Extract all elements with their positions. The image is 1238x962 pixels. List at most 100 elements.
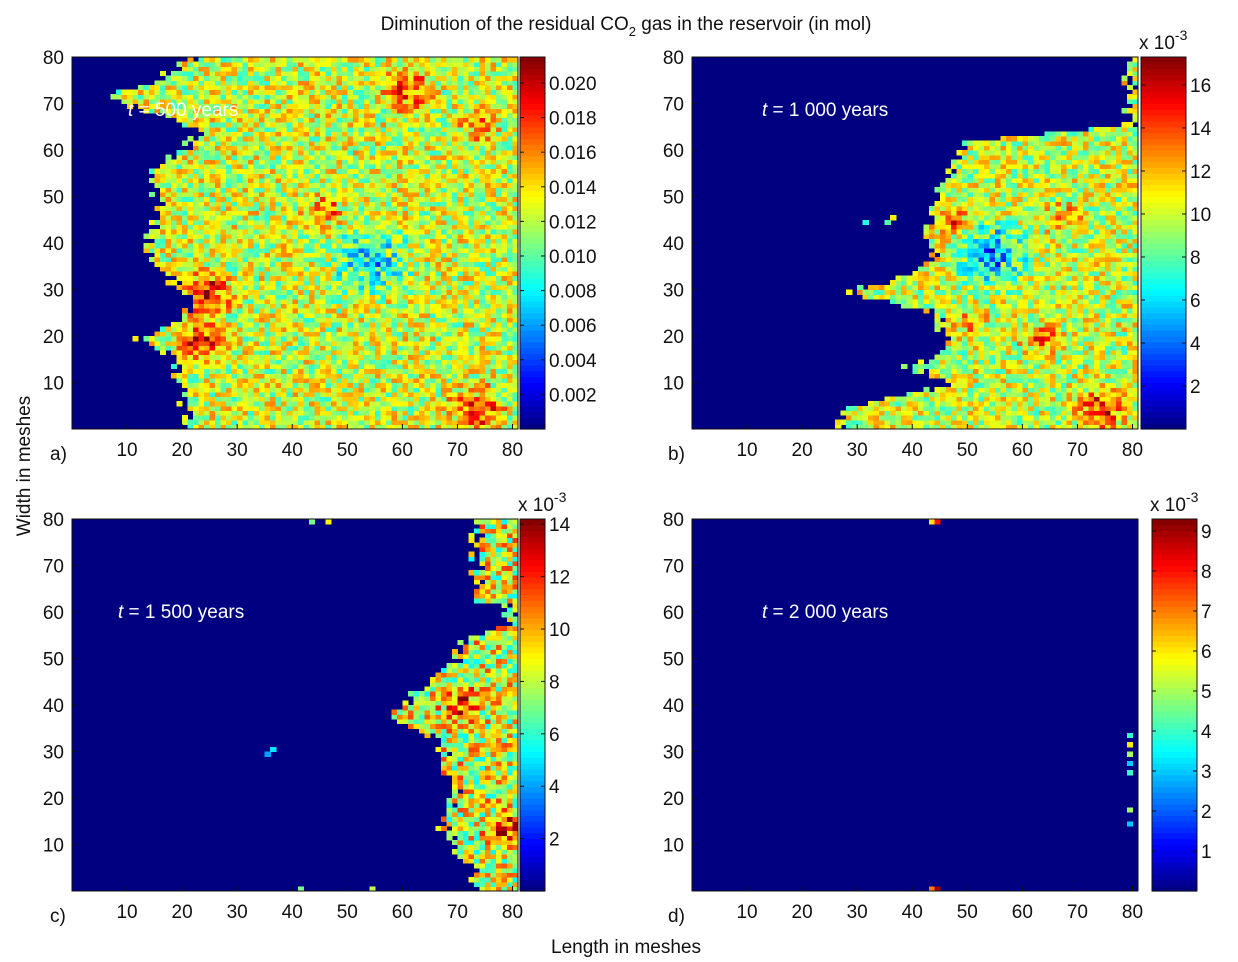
heatmap-cell	[407, 182, 414, 188]
heatmap-cell	[182, 66, 189, 72]
heatmap-cell	[138, 94, 145, 100]
heatmap-cell	[506, 70, 514, 77]
heatmap-cell	[308, 331, 315, 337]
heatmap-cell	[215, 326, 222, 332]
heatmap-cell	[165, 252, 172, 258]
heatmap-cell	[237, 224, 244, 230]
heatmap-cell	[182, 280, 189, 286]
heatmap-cell	[319, 89, 326, 95]
heatmap-cell	[418, 396, 425, 402]
heatmap-cell	[275, 401, 282, 407]
heatmap-cell	[264, 243, 271, 249]
heatmap-cell	[451, 349, 459, 356]
heatmap-cell	[380, 177, 387, 184]
heatmap-cell	[374, 98, 381, 105]
heatmap-cell	[407, 280, 414, 286]
heatmap-cell	[347, 312, 354, 318]
heatmap-cell	[314, 322, 321, 328]
heatmap-cell	[484, 270, 492, 277]
heatmap-cell	[308, 247, 315, 253]
heatmap-cell	[231, 219, 238, 225]
heatmap-cell	[231, 312, 238, 318]
heatmap-cell	[347, 391, 354, 398]
heatmap-cell	[215, 415, 222, 421]
heatmap-cell	[352, 396, 359, 402]
heatmap-cell	[424, 266, 431, 272]
heatmap-cell	[330, 382, 337, 388]
heatmap-cell	[187, 363, 194, 370]
heatmap-cell	[226, 159, 233, 165]
heatmap-cell	[352, 103, 359, 109]
heatmap-cell	[325, 415, 332, 421]
heatmap-cell	[402, 382, 409, 388]
heatmap-cell	[198, 284, 205, 291]
heatmap-cell	[160, 108, 167, 114]
heatmap-cell	[484, 182, 492, 188]
heatmap-cell	[418, 401, 425, 407]
heatmap-cell	[193, 122, 200, 128]
heatmap-cell	[391, 284, 398, 291]
heatmap-cell	[341, 224, 348, 230]
heatmap-cell	[380, 298, 387, 305]
heatmap-cell	[198, 308, 205, 314]
heatmap-cell	[479, 340, 486, 346]
heatmap-cell	[264, 322, 271, 328]
heatmap-cell	[231, 247, 238, 253]
heatmap-cell	[314, 275, 321, 281]
heatmap-cell	[297, 317, 304, 323]
heatmap-cell	[242, 317, 249, 323]
heatmap-cell	[358, 66, 365, 72]
heatmap-cell	[512, 163, 519, 170]
heatmap-cell	[446, 280, 453, 286]
heatmap-cell	[374, 298, 381, 305]
heatmap-cell	[347, 70, 354, 77]
heatmap-cell	[484, 354, 492, 360]
heatmap-cell	[506, 126, 514, 132]
heatmap-cell	[369, 84, 376, 91]
heatmap-cell	[358, 233, 365, 239]
heatmap-cell	[308, 163, 315, 170]
heatmap-cell	[352, 89, 359, 95]
heatmap-cell	[253, 80, 260, 86]
heatmap-cell	[446, 205, 453, 212]
heatmap-cell	[363, 201, 370, 207]
heatmap-cell	[479, 294, 486, 300]
heatmap-cell	[457, 163, 464, 170]
heatmap-cell	[308, 112, 315, 119]
heatmap-cell	[424, 396, 431, 402]
heatmap-cell	[281, 247, 288, 253]
heatmap-cell	[374, 215, 381, 221]
heatmap-cell	[429, 336, 437, 342]
heatmap-cell	[446, 354, 453, 360]
heatmap-cell	[248, 215, 255, 221]
heatmap-cell	[380, 391, 387, 398]
heatmap-cell	[501, 168, 508, 174]
heatmap-cell	[242, 177, 249, 184]
heatmap-cell	[451, 326, 459, 332]
heatmap-cell	[303, 349, 310, 356]
heatmap-cell	[506, 247, 514, 253]
heatmap-cell	[314, 126, 321, 132]
heatmap-cell	[479, 308, 486, 314]
heatmap-cell	[341, 154, 348, 160]
heatmap-cell	[308, 215, 315, 221]
heatmap-cell	[165, 331, 172, 337]
heatmap-cell	[418, 382, 425, 388]
heatmap-cell	[413, 103, 420, 109]
heatmap-cell	[501, 401, 508, 407]
heatmap-cell	[248, 238, 255, 244]
heatmap-cell	[341, 387, 348, 393]
heatmap-cell	[209, 205, 216, 212]
heatmap-cell	[182, 159, 189, 165]
heatmap-cell	[347, 117, 354, 123]
heatmap-cell	[193, 159, 200, 165]
heatmap-cell	[380, 229, 387, 235]
heatmap-cell	[242, 275, 249, 281]
heatmap-cell	[358, 317, 365, 323]
heatmap-cell	[182, 312, 189, 318]
heatmap-cell	[308, 261, 315, 267]
heatmap-cell	[270, 359, 277, 365]
heatmap-cell	[253, 219, 260, 225]
heatmap-cell	[264, 415, 271, 421]
heatmap-cell	[198, 303, 205, 309]
